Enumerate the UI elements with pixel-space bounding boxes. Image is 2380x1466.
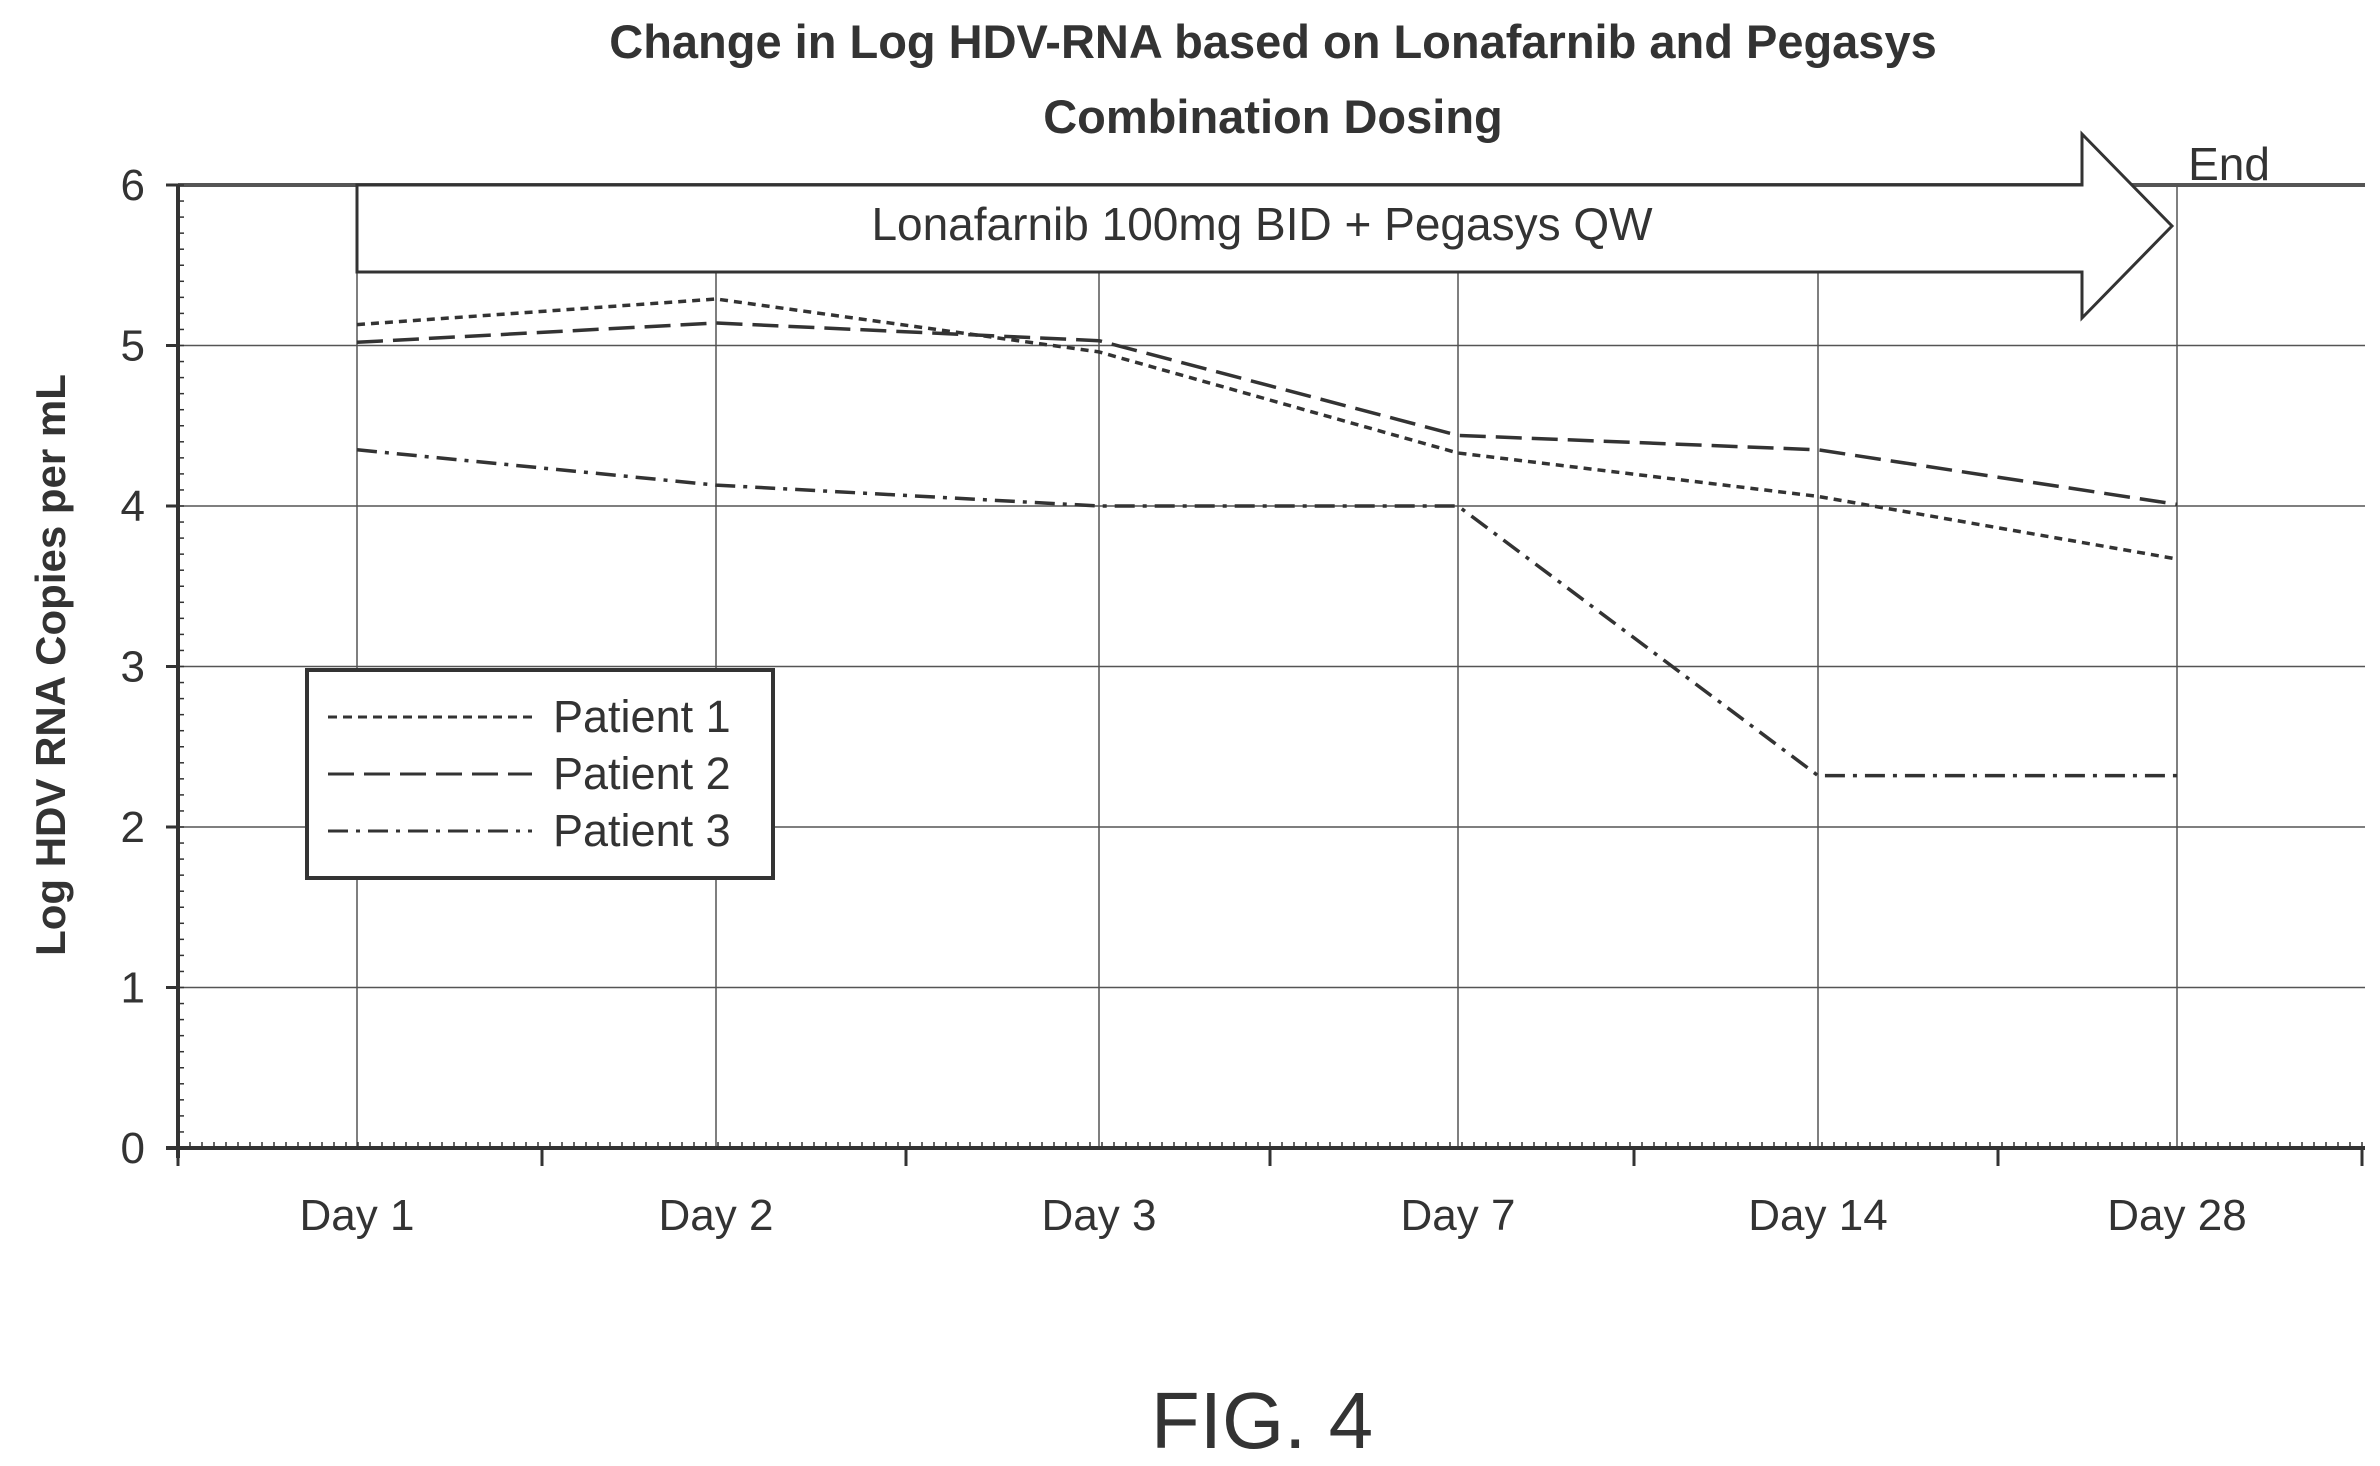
x-tick-label-5: Day 14 — [1748, 1191, 1887, 1240]
legend-label-patient-2: Patient 2 — [553, 748, 731, 799]
chart-title-line-1: Change in Log HDV-RNA based on Lonafarni… — [609, 15, 1936, 68]
axes — [166, 183, 2365, 1166]
legend: Patient 1 Patient 2 Patient 3 — [305, 668, 775, 880]
x-tick-label-1: Day 1 — [300, 1191, 415, 1240]
y-tick-label-3: 3 — [121, 643, 145, 692]
x-tick-labels: Day 1 Day 2 Day 3 Day 7 Day 14 Day 28 — [300, 1191, 2247, 1240]
series-lines — [356, 297, 2178, 778]
grid-lines — [178, 183, 2365, 1148]
y-tick-label-5: 5 — [121, 322, 145, 371]
series-line-patient-3 — [356, 448, 2177, 778]
y-tick-label-6: 6 — [121, 161, 145, 210]
dosing-arrow: Lonafarnib 100mg BID + Pegasys QW — [355, 130, 2175, 322]
y-tick-label-1: 1 — [121, 964, 145, 1013]
x-tick-label-2: Day 2 — [659, 1191, 774, 1240]
series-line-patient-1 — [356, 297, 2178, 561]
legend-label-patient-3: Patient 3 — [553, 805, 731, 856]
dosing-arrow-label: Lonafarnib 100mg BID + Pegasys QW — [871, 198, 1653, 250]
series-line-patient-2 — [356, 321, 2178, 507]
y-tick-label-2: 2 — [121, 803, 145, 852]
x-tick-label-4: Day 7 — [1401, 1191, 1516, 1240]
y-tick-label-0: 0 — [121, 1124, 145, 1173]
y-tick-label-4: 4 — [121, 482, 145, 531]
figure-label: FIG. 4 — [1151, 1376, 1373, 1465]
dosing-arrow-shape — [355, 130, 2175, 322]
end-label: End — [2188, 138, 2270, 190]
y-axis-label: Log HDV RNA Copies per mL — [27, 374, 74, 956]
x-tick-label-6: Day 28 — [2107, 1191, 2246, 1240]
y-tick-labels: 0 1 2 3 4 5 6 — [121, 161, 145, 1173]
chart-title-line-2: Combination Dosing — [1043, 90, 1503, 143]
x-tick-label-3: Day 3 — [1042, 1191, 1157, 1240]
legend-label-patient-1: Patient 1 — [553, 691, 731, 742]
